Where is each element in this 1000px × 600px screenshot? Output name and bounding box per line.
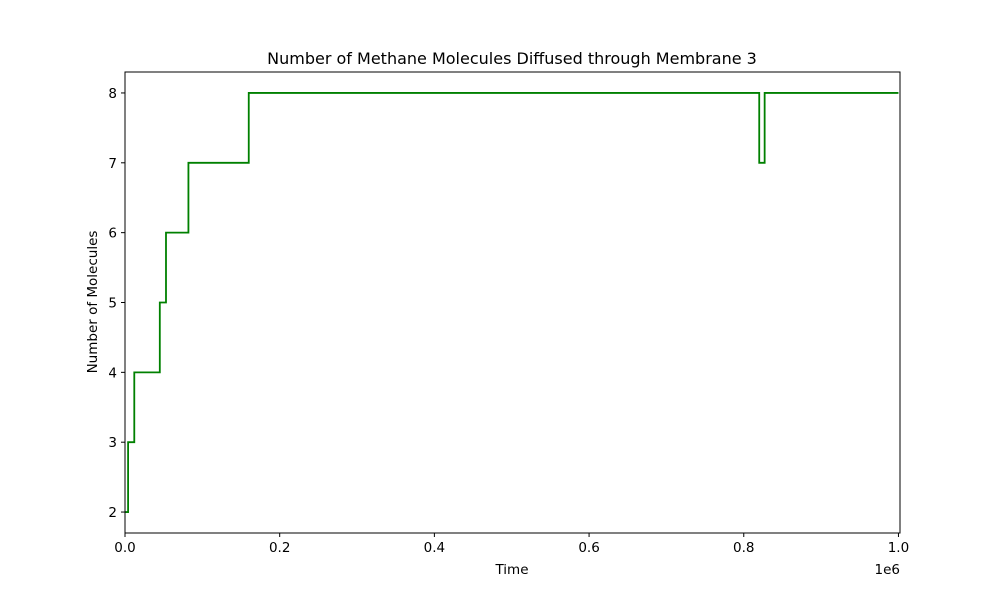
x-tick-label: 0.8: [733, 540, 754, 556]
y-tick-label: 6: [108, 226, 117, 242]
y-tick-label: 3: [108, 435, 117, 451]
x-tick-label: 0.0: [114, 540, 135, 556]
y-tick-label: 2: [108, 505, 117, 521]
chart-title: Number of Methane Molecules Diffused thr…: [267, 49, 757, 68]
y-axis: 2 3 4 5 6 7 8: [108, 86, 125, 521]
y-tick-label: 8: [108, 86, 117, 102]
y-tick-label: 4: [108, 365, 117, 381]
series-layer: [125, 92, 899, 513]
x-tick-label: 0.2: [269, 540, 290, 556]
series-line-0: [125, 92, 899, 513]
y-tick-label: 7: [108, 156, 117, 172]
x-tick-label: 1.0: [888, 540, 909, 556]
y-axis-label: Number of Molecules: [85, 231, 101, 374]
x-tick-label: 0.6: [578, 540, 599, 556]
y-tick-label: 5: [108, 296, 117, 312]
x-axis-offset-label: 1e6: [875, 562, 900, 578]
x-axis: 0.0 0.2 0.4 0.6 0.8 1.0: [114, 533, 909, 556]
x-axis-label: Time: [494, 562, 528, 578]
x-tick-label: 0.4: [424, 540, 445, 556]
